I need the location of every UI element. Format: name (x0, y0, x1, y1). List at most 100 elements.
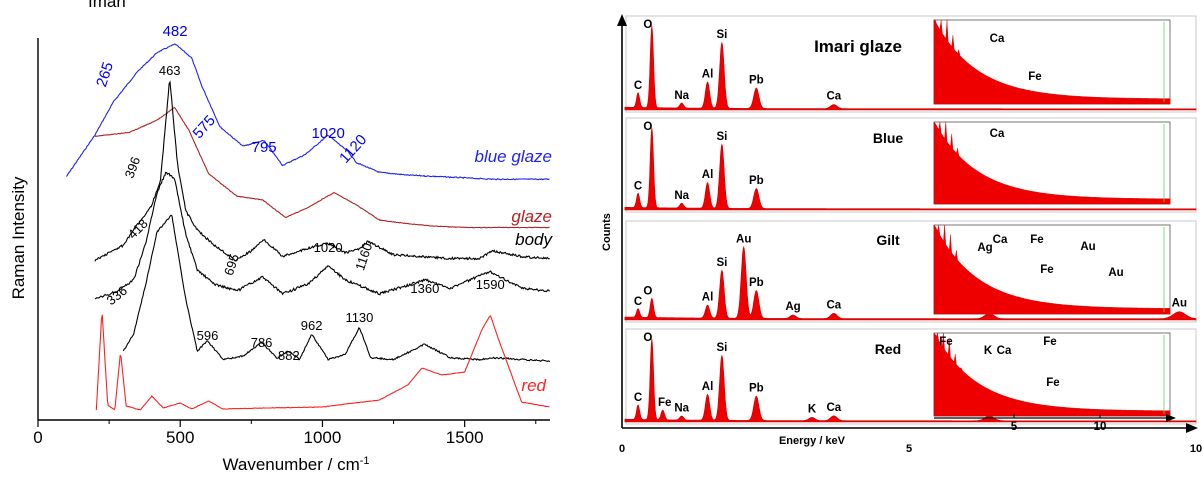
edx-inset-x-axis-arrow (1166, 414, 1176, 422)
edx-peak-label-ag: Ag (785, 301, 800, 313)
edx-inset: Fe K Ca Fe Fe 5 10 (933, 332, 1176, 433)
raman-peak-label-1590: 1590 (476, 277, 505, 292)
edx-inset-label-au: Au (1108, 267, 1123, 279)
edx-inset-label-au: Au (1080, 241, 1095, 253)
edx-x-tick-label-0: 0 (619, 443, 625, 455)
edx-inset: Ca (933, 121, 1171, 205)
raman-series-labels: blue glaze glaze body red (474, 147, 553, 395)
edx-peak-label-o: O (643, 286, 652, 298)
raman-series-line-blue-glaze (65, 43, 550, 181)
edx-peak-label-si: Si (716, 342, 727, 354)
raman-series-line-red (95, 314, 550, 411)
edx-inset: Ca Fe (933, 19, 1171, 105)
raman-peak-label-1160: 1160 (352, 241, 375, 272)
edx-inset-label-ca: Ca (990, 128, 1005, 140)
raman-series-label-red: red (521, 376, 546, 395)
edx-peak-label-na: Na (674, 90, 689, 102)
raman-series-label-blue-glaze: blue glaze (474, 147, 552, 166)
raman-cut-top-text: Imari (88, 0, 126, 11)
edx-spectrum-area (624, 127, 1197, 211)
raman-series-label-glaze: glaze (511, 207, 552, 226)
raman-peak-label-396: 396 (122, 155, 144, 181)
edx-inset-spectrum (933, 19, 1171, 105)
edx-peak-label-c: C (634, 296, 642, 308)
edx-peak-label-si: Si (716, 257, 727, 269)
raman-series-group (65, 43, 551, 411)
edx-peak-label-c: C (634, 392, 642, 404)
raman-series-line-body (94, 80, 550, 262)
edx-x-ticks: 0 5 10 (619, 443, 1202, 455)
raman-chart: Imari 0 500 1000 1500 265482575795102011204… (9, 0, 553, 474)
edx-peak-label-ca: Ca (826, 91, 841, 103)
edx-peak-label-al: Al (702, 381, 714, 393)
edx-peak-label-na: Na (674, 190, 689, 202)
raman-x-axis-title: Wavenumber / cm-1 (222, 455, 369, 474)
raman-x-tick-label-1500: 1500 (446, 428, 484, 447)
raman-peak-label-463: 463 (159, 63, 181, 78)
edx-panel-title-blue: Blue (873, 130, 904, 146)
edx-peak-label-pb: Pb (749, 175, 764, 187)
raman-peak-label-1130: 1130 (345, 310, 373, 325)
edx-panel-red: COFeNaAlSiPbKCaFeFeKCaFeFe510Red (624, 328, 1197, 433)
edx-y-axis-arrow (617, 14, 627, 26)
edx-peak-label-c: C (634, 80, 642, 92)
edx-spectrum-area (624, 245, 1197, 321)
edx-peak-label-na: Na (674, 403, 689, 415)
edx-peak-label-au: Au (736, 233, 751, 245)
edx-x-axis-arrow (1186, 423, 1198, 433)
edx-y-axis-title: Counts (601, 213, 613, 251)
edx-peak-label-fe: Fe (658, 397, 671, 409)
edx-peak-label-pb: Pb (749, 277, 764, 289)
edx-inset-spectrum (933, 224, 1171, 315)
raman-series-label-body: body (515, 230, 553, 249)
raman-peak-label-962: 962 (301, 318, 323, 333)
edx-peak-label-o: O (643, 19, 652, 31)
edx-panel-blue: C O Na Al Si Pb Ca Blue (624, 117, 1197, 213)
edx-peak-label-o: O (643, 332, 652, 344)
edx-inset-label-ag: Ag (977, 242, 992, 254)
edx-spectrum-area (624, 25, 1197, 111)
raman-peak-label-265: 265 (93, 60, 117, 89)
edx-spectrum-area (624, 338, 1197, 423)
edx-inset-spectrum (933, 121, 1171, 205)
raman-x-tick-label-500: 500 (166, 428, 194, 447)
edx-inset-tick-label-5: 5 (1011, 421, 1018, 433)
edx-inset-frame (933, 332, 1171, 417)
edx-x-tick-label-5: 5 (906, 443, 912, 455)
raman-series-line-trace-5 (122, 214, 551, 363)
edx-peak-label-al: Al (702, 69, 714, 81)
raman-peak-label-596: 596 (197, 328, 219, 343)
edx-x-tick-label-10: 10 (1190, 443, 1202, 455)
edx-inset-label-fe: Fe (1043, 336, 1056, 348)
edx-peak-label-ca: Ca (826, 300, 841, 312)
edx-peak-label-c: C (634, 180, 642, 192)
edx-inset-label-fe: Fe (1030, 234, 1043, 246)
edx-main-title: Imari glaze (814, 37, 902, 56)
edx-panel-title-red: Red (875, 341, 901, 357)
edx-inset-label-fe: Fe (1028, 71, 1041, 83)
raman-peak-label-575: 575 (190, 112, 219, 142)
edx-inset-label-ca: Ca (993, 234, 1008, 246)
edx-peak-label-al: Al (702, 292, 714, 304)
raman-peak-label-882: 882 (278, 348, 300, 363)
edx-peak-label-pb: Pb (749, 74, 764, 86)
edx-inset-spectrum (933, 332, 1171, 417)
edx-x-axis-title: Energy / keV (779, 435, 846, 447)
edx-panel-gilt: COAlSiAuPbAgCaFeAuAgCaFeFeAuAuGilt (624, 220, 1197, 323)
edx-inset-label-ca: Ca (997, 345, 1012, 357)
edx-inset-label-ca: Ca (990, 33, 1005, 45)
raman-peak-label-1020: 1020 (311, 125, 344, 142)
raman-x-tick-label-0: 0 (33, 428, 42, 447)
raman-series-line-glaze (94, 106, 550, 229)
raman-peak-label-482: 482 (163, 23, 188, 40)
edx-peak-label-si: Si (716, 131, 727, 143)
raman-peak-label-336: 336 (104, 283, 130, 308)
edx-peak-label-o: O (643, 121, 652, 133)
raman-peak-label-1360: 1360 (410, 281, 439, 296)
raman-peak-label-795: 795 (252, 139, 277, 156)
